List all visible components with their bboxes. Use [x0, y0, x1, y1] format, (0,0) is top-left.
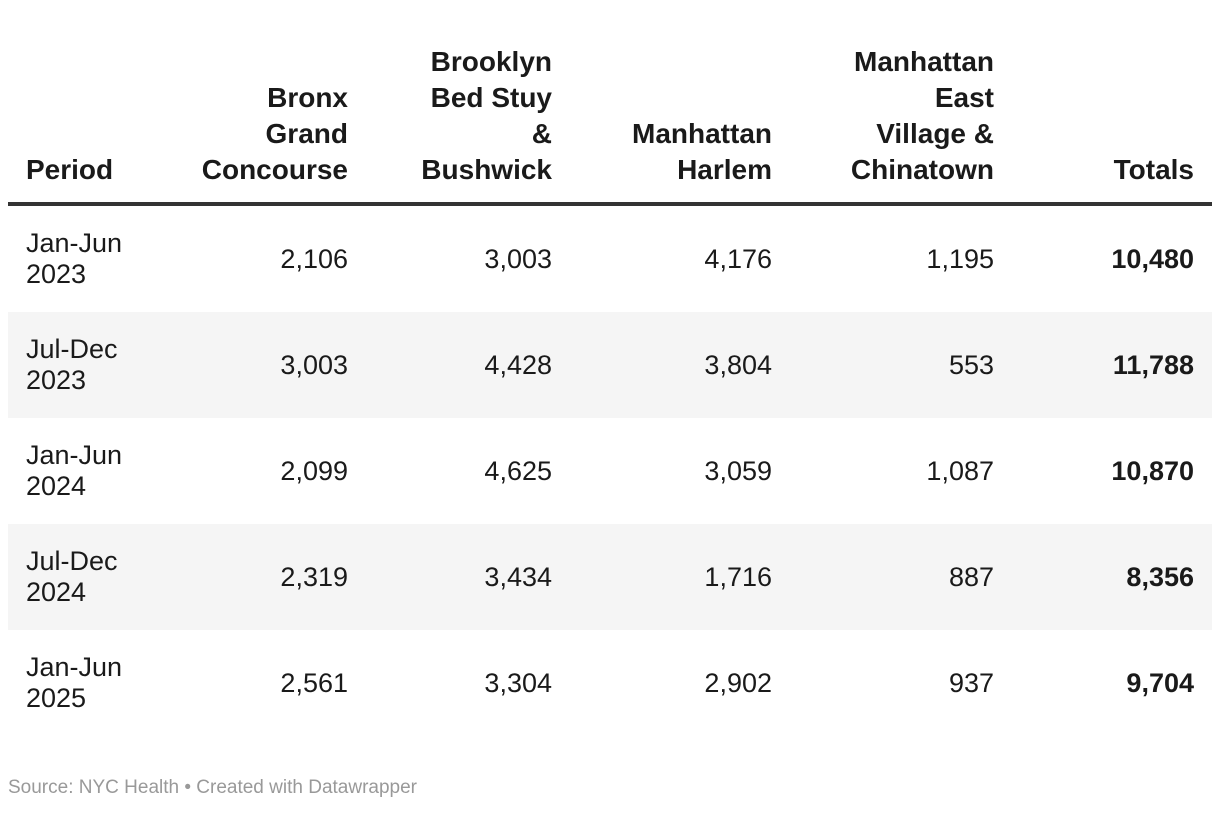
value-cell: 1,087	[926, 455, 994, 486]
period-cell: Jan-Jun 2025	[26, 652, 123, 713]
column-header-manhattan-harlem: Manhattan Harlem	[570, 0, 790, 206]
period-cell: Jan-Jun 2023	[26, 228, 123, 289]
table-row-jul-dec-2023: Jul-Dec 2023 3,003 4,428 3,804 553 11,78…	[8, 312, 1212, 418]
table-row-jul-dec-2024: Jul-Dec 2024 2,319 3,434 1,716 887 8,356	[8, 524, 1212, 630]
value-cell: 2,319	[280, 561, 348, 592]
value-cell: 2,902	[704, 667, 772, 698]
value-cell: 4,428	[484, 349, 552, 380]
value-cell: 2,106	[280, 243, 348, 274]
period-cell: Jul-Dec 2023	[26, 334, 118, 395]
value-cell: 1,195	[926, 243, 994, 274]
total-cell: 9,704	[1126, 667, 1194, 698]
value-cell: 3,304	[484, 667, 552, 698]
period-cell: Jan-Jun 2024	[26, 440, 123, 501]
value-cell: 3,434	[484, 561, 552, 592]
period-cell: Jul-Dec 2024	[26, 546, 118, 607]
column-header-manhattan-east-village-chinatown: Manhattan East Village & Chinatown	[790, 0, 1012, 206]
column-header-period: Period	[8, 0, 157, 206]
column-header-brooklyn-bed-stuy-bushwick: Brooklyn Bed Stuy & Bushwick	[366, 0, 570, 206]
table-header: Period Bronx Grand Concourse Brooklyn Be…	[8, 0, 1212, 206]
data-table: Period Bronx Grand Concourse Brooklyn Be…	[8, 0, 1212, 736]
table-row-jan-jun-2023: Jan-Jun 2023 2,106 3,003 4,176 1,195 10,…	[8, 204, 1212, 312]
total-cell: 8,356	[1126, 561, 1194, 592]
value-cell: 4,176	[704, 243, 772, 274]
column-header-totals: Totals	[1012, 0, 1212, 206]
value-cell: 887	[948, 561, 994, 592]
value-cell: 1,716	[704, 561, 772, 592]
total-cell: 10,480	[1111, 243, 1194, 274]
value-cell: 2,561	[280, 667, 348, 698]
table-body: Jan-Jun 2023 2,106 3,003 4,176 1,195 10,…	[8, 204, 1212, 736]
total-cell: 11,788	[1112, 349, 1194, 380]
value-cell: 3,003	[484, 243, 552, 274]
table-row-jan-jun-2025: Jan-Jun 2025 2,561 3,304 2,902 937 9,704	[8, 630, 1212, 736]
source-attribution: Source: NYC Health • Created with Datawr…	[8, 777, 418, 798]
total-cell: 10,870	[1111, 455, 1194, 486]
column-header-bronx-grand-concourse: Bronx Grand Concourse	[157, 0, 366, 206]
value-cell: 937	[948, 667, 994, 698]
value-cell: 3,003	[280, 349, 348, 380]
table-container: Period Bronx Grand Concourse Brooklyn Be…	[8, 0, 1212, 736]
value-cell: 4,625	[484, 455, 552, 486]
value-cell: 3,059	[704, 455, 772, 486]
header-row: Period Bronx Grand Concourse Brooklyn Be…	[8, 0, 1212, 206]
table-row-jan-jun-2024: Jan-Jun 2024 2,099 4,625 3,059 1,087 10,…	[8, 418, 1212, 524]
value-cell: 2,099	[280, 455, 348, 486]
value-cell: 553	[948, 349, 994, 380]
value-cell: 3,804	[704, 349, 772, 380]
